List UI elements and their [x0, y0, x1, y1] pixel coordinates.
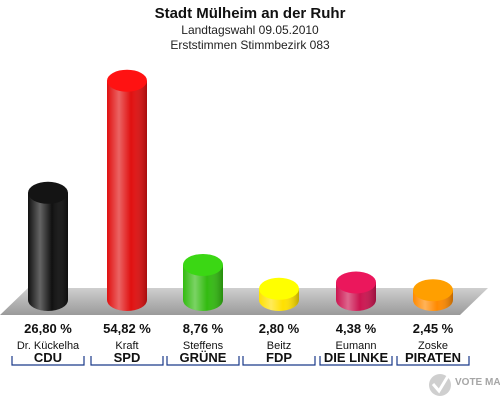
bar-shine: [183, 264, 223, 311]
bar-top: [28, 181, 68, 204]
bar-grüne: [183, 253, 223, 311]
chart-subtitle-district: Erststimmen Stimmbezirk 083: [170, 38, 330, 52]
bar-top: [183, 253, 223, 276]
candidate-label: Zoske: [418, 340, 448, 352]
party-label: CDU: [34, 350, 62, 365]
value-label: 54,82 %: [103, 321, 151, 336]
party-bracket: [396, 356, 470, 366]
bar-cdu: [28, 181, 68, 311]
candidate-label: Eumann: [336, 340, 377, 352]
value-label: 4,38 %: [336, 321, 377, 336]
bar-top: [107, 69, 147, 92]
party-bracket: [166, 356, 240, 366]
watermark-text: VOTE MANAGER: [455, 377, 500, 388]
value-label: 8,76 %: [183, 321, 224, 336]
bar-shine: [28, 192, 68, 311]
bar-spd: [107, 69, 147, 311]
bars-group: [28, 69, 453, 311]
party-label: GRÜNE: [180, 350, 227, 365]
bar-piraten: [413, 279, 453, 311]
bar-fdp: [259, 277, 299, 311]
bar-top: [413, 279, 453, 302]
value-label: 2,80 %: [259, 321, 300, 336]
party-label: FDP: [266, 350, 292, 365]
bar-top: [259, 277, 299, 300]
bar-shine: [107, 80, 147, 311]
party-bracket: [90, 356, 164, 366]
bar-die-linke: [336, 271, 376, 311]
party-label: DIE LINKE: [324, 350, 389, 365]
vote-manager-logo: VOTE MANAGER: [429, 374, 500, 396]
checkmark-icon: [429, 374, 451, 396]
value-label: 26,80 %: [24, 321, 72, 336]
candidate-label: Kraft: [115, 340, 138, 352]
candidate-label: Steffens: [183, 340, 224, 352]
party-bracket: [11, 356, 85, 366]
party-label: SPD: [114, 350, 141, 365]
bar-top: [336, 271, 376, 294]
candidate-label: Beitz: [267, 340, 291, 352]
party-label: PIRATEN: [405, 350, 461, 365]
party-bracket: [319, 356, 393, 366]
chart-title: Stadt Mülheim an der Ruhr: [155, 5, 346, 22]
chart-subtitle-date: Landtagswahl 09.05.2010: [181, 23, 319, 37]
candidate-label: Dr. Kückelha: [17, 340, 80, 352]
party-bracket: [242, 356, 316, 366]
value-label: 2,45 %: [413, 321, 454, 336]
